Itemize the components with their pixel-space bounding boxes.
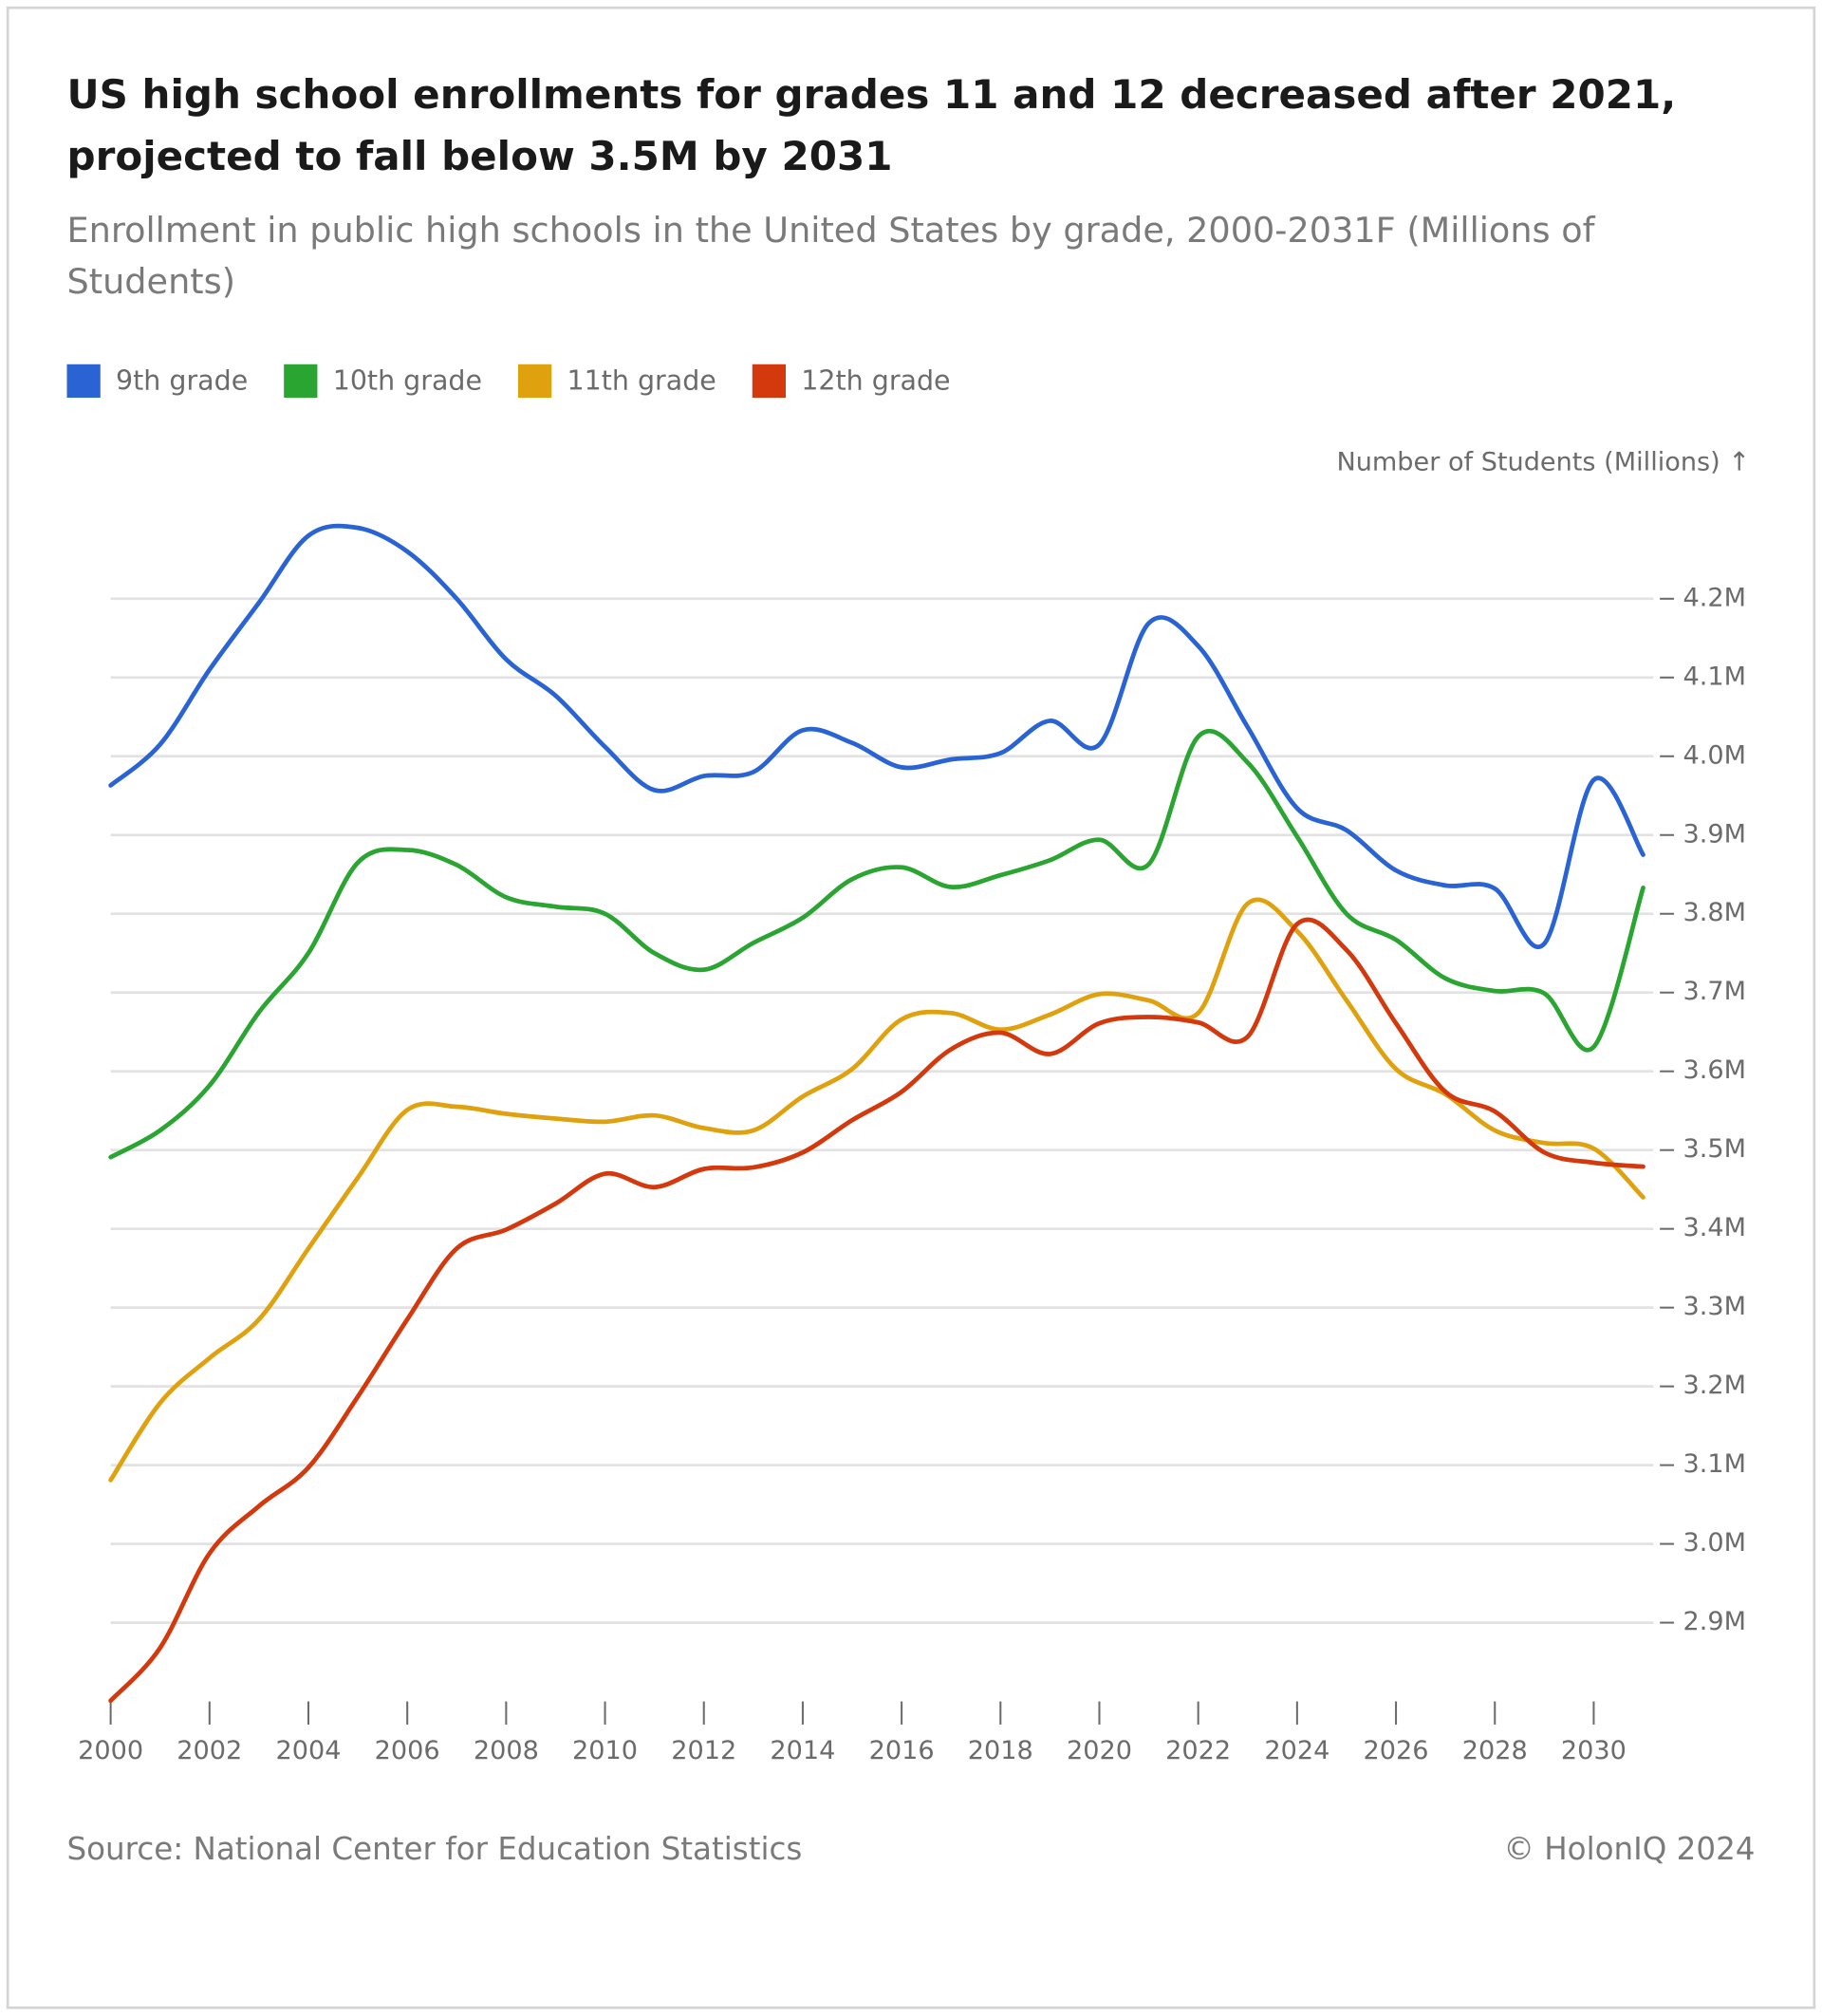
- x-tick-label: 2028: [1462, 1736, 1528, 1765]
- legend-label: 9th grade: [116, 365, 248, 397]
- source: Source: National Center for Education St…: [67, 1831, 803, 1867]
- x-tick-label: 2018: [968, 1736, 1033, 1765]
- y-tick-label: 2.9M: [1683, 1607, 1747, 1636]
- x-tick-label: 2012: [671, 1736, 736, 1765]
- x-tick-label: 2022: [1165, 1736, 1231, 1765]
- series-line: [108, 523, 1645, 949]
- y-tick-label: 3.3M: [1683, 1292, 1747, 1321]
- y-tick-label: 4.1M: [1683, 662, 1747, 691]
- legend-swatch: [284, 364, 318, 399]
- y-tick-label: 3.1M: [1683, 1449, 1747, 1479]
- legend-swatch: [517, 364, 552, 399]
- x-tick-label: 2026: [1364, 1736, 1429, 1765]
- x-tick-label: 2024: [1264, 1736, 1329, 1765]
- legend-label: 11th grade: [567, 365, 716, 397]
- y-tick-label: 3.9M: [1683, 819, 1747, 849]
- legend-label: 12th grade: [801, 365, 950, 397]
- y-tick-label: 3.4M: [1683, 1213, 1747, 1242]
- y-tick-label: 3.5M: [1683, 1134, 1747, 1164]
- y-tick-label: 4.2M: [1683, 583, 1747, 612]
- x-tick-label: 2020: [1067, 1736, 1132, 1765]
- series-line: [108, 728, 1645, 1160]
- chart-subtitle: Enrollment in public high schools in the…: [66, 211, 1595, 303]
- x-tick-label: 2016: [869, 1736, 935, 1765]
- y-tick-label: 3.2M: [1683, 1371, 1747, 1400]
- series-line: [108, 917, 1645, 1704]
- y-tick-label: 3.0M: [1683, 1528, 1747, 1558]
- x-tick-label: 2002: [177, 1736, 242, 1765]
- legend-label: 10th grade: [333, 365, 482, 397]
- x-tick-label: 2004: [275, 1736, 341, 1765]
- subtitle-box: Enrollment in public high schools in the…: [66, 211, 1595, 303]
- y-axis-label: Number of Students (Millions) ↑: [1336, 448, 1750, 477]
- chart-title: US high school enrollments for grades 11…: [66, 71, 1677, 180]
- legend-swatch: [752, 364, 787, 399]
- x-tick-label: 2008: [474, 1736, 539, 1765]
- copyright: © HolonIQ 2024: [1503, 1831, 1755, 1867]
- x-tick-label: 2010: [572, 1736, 638, 1765]
- legend-swatch: [66, 364, 101, 399]
- x-tick-label: 2030: [1561, 1736, 1627, 1765]
- x-tick-label: 2006: [375, 1736, 440, 1765]
- x-tick-label: 2000: [78, 1736, 143, 1765]
- title-box: US high school enrollments for grades 11…: [66, 71, 1677, 180]
- y-tick-label: 3.6M: [1683, 1055, 1747, 1085]
- series-line: [108, 897, 1645, 1483]
- frame: [6, 6, 1816, 2009]
- x-tick-label: 2014: [770, 1736, 835, 1765]
- y-tick-label: 4.0M: [1683, 740, 1747, 770]
- y-tick-label: 3.8M: [1683, 898, 1747, 927]
- y-tick-label: 3.7M: [1683, 977, 1747, 1006]
